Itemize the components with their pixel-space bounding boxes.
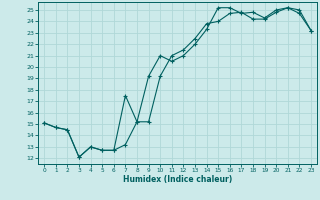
X-axis label: Humidex (Indice chaleur): Humidex (Indice chaleur): [123, 175, 232, 184]
